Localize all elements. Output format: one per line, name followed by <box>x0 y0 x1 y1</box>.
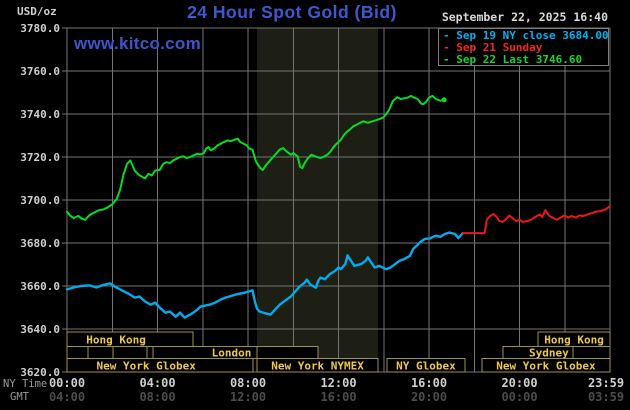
y-tick-label: 3740.0 <box>20 108 60 121</box>
session-box <box>66 346 89 359</box>
x-tick-ny-time: 08:00 <box>229 376 267 390</box>
session-label: NY Globex <box>396 359 456 372</box>
y-tick-label: 3680.0 <box>20 237 60 250</box>
y-tick-label: 3700.0 <box>20 194 60 207</box>
session-box <box>572 346 611 359</box>
x-tick-gmt: 20:00 <box>410 390 448 404</box>
x-tick-gmt: 12:00 <box>229 390 267 404</box>
x-tick-gmt: 03:59 <box>587 390 625 404</box>
kitco-watermark: www.kitco.com <box>74 34 202 53</box>
session-label: New York Globex <box>496 359 596 372</box>
ny-time-axis-label: NY Time <box>3 378 48 390</box>
session-label: Sydney <box>529 347 569 360</box>
chart-legend: - Sep 19 NY close 3684.00- Sep 21 Sunday… <box>438 28 609 66</box>
legend-item: - Sep 19 NY close 3684.00 <box>443 29 609 42</box>
series-green <box>66 94 446 221</box>
series-cyan <box>65 231 465 319</box>
y-tick-label: 3620.0 <box>20 366 60 379</box>
y-tick-label: 3640.0 <box>20 323 60 336</box>
x-tick-gmt: 00:00 <box>501 390 538 404</box>
x-tick-gmt: 04:00 <box>48 390 86 404</box>
series-red <box>461 205 611 235</box>
session-box <box>87 346 114 359</box>
y-tick-label: 3660.0 <box>20 280 60 293</box>
x-tick-gmt: 08:00 <box>139 390 176 404</box>
session-label: Hong Kong <box>544 333 604 346</box>
chart-title: 24 Hour Spot Gold (Bid) <box>187 2 397 22</box>
y-tick-label: 3760.0 <box>20 65 60 78</box>
session-label: London <box>212 347 252 360</box>
session-label: Hong Kong <box>86 333 146 346</box>
x-tick-ny-time: 16:00 <box>410 376 448 390</box>
x-tick-ny-time: 04:00 <box>139 376 176 390</box>
gmt-axis-label: GMT <box>10 391 29 403</box>
session-box <box>112 346 148 359</box>
x-tick-ny-time: 23:59 <box>587 376 625 390</box>
x-tick-ny-time: 20:00 <box>501 376 538 390</box>
last-price-dot <box>441 97 447 103</box>
x-tick-ny-time: 12:00 <box>320 376 357 390</box>
legend-item: - Sep 21 Sunday <box>443 41 543 54</box>
session-box <box>66 358 254 373</box>
session-box <box>481 358 611 373</box>
session-box <box>256 346 319 359</box>
legend-item: - Sep 22 Last 3746.60 <box>443 53 583 66</box>
session-label: New York NYMEX <box>271 359 364 372</box>
session-box <box>256 358 379 373</box>
y-axis-unit: USD/oz <box>17 5 57 18</box>
x-tick-ny-time: 00:00 <box>48 376 86 390</box>
x-tick-gmt: 16:00 <box>320 390 357 404</box>
session-label: New York Globex <box>97 359 197 372</box>
chart-datetime: September 22, 2025 16:40 <box>441 10 608 24</box>
y-tick-label: 3780.0 <box>20 22 60 35</box>
y-tick-label: 3720.0 <box>20 151 60 164</box>
session-box <box>386 358 466 373</box>
